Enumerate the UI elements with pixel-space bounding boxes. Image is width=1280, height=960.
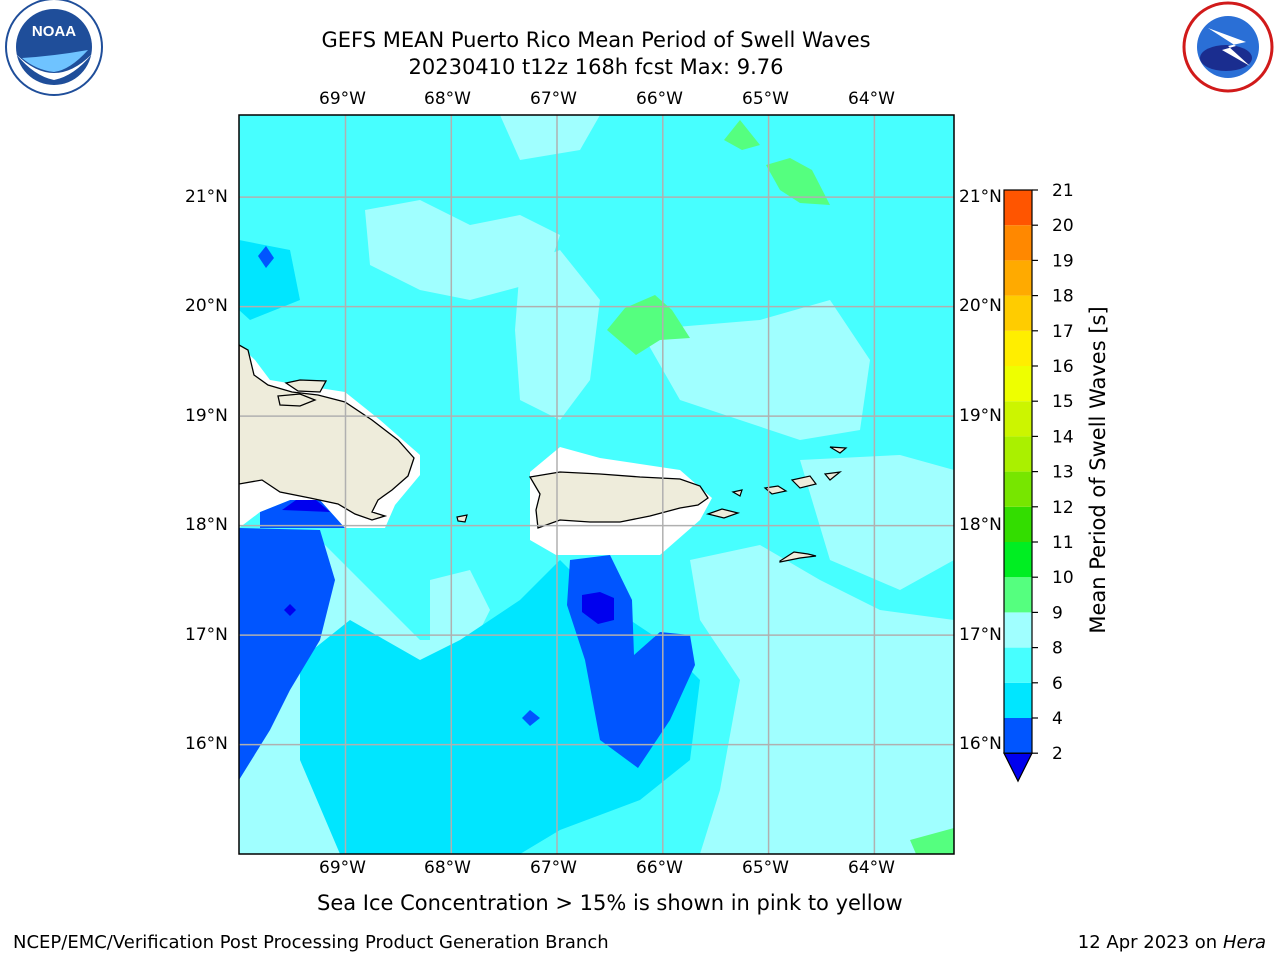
colorbar-tick-label: 4 (1052, 709, 1063, 729)
colorbar-tick-label: 18 (1052, 287, 1074, 307)
lat-label-left: 17°N (185, 625, 228, 645)
colorbar-tick-label: 16 (1052, 357, 1074, 377)
lon-label-bottom: 67°W (530, 858, 577, 878)
lat-label-left: 21°N (185, 187, 228, 207)
lon-label-top: 66°W (636, 89, 683, 109)
colorbar-swatch (1004, 260, 1032, 296)
colorbar-swatch (1004, 542, 1032, 578)
colorbar-tick-label: 2 (1052, 744, 1063, 764)
mona-island (456, 514, 468, 523)
lon-label-top: 64°W (848, 89, 895, 109)
map-title-line2: 20230410 t12z 168h fcst Max: 9.76 (408, 55, 784, 79)
lat-label-right: 18°N (959, 515, 1002, 535)
lon-label-bottom: 66°W (636, 858, 683, 878)
lon-label-bottom: 69°W (319, 858, 366, 878)
contour-2-4 (522, 710, 540, 726)
contour-8-9 (365, 200, 560, 300)
tortuga-island (284, 379, 328, 393)
colorbar-label: Mean Period of Swell Waves [s] (1086, 306, 1110, 634)
contour-4-6 (360, 800, 480, 854)
colorbar-tick-label: 17 (1052, 322, 1074, 342)
colorbar-swatch (1004, 506, 1032, 542)
lon-label-top: 67°W (530, 89, 577, 109)
colorbar-tick-label: 11 (1052, 533, 1074, 553)
colorbar-tick-label: 20 (1052, 216, 1074, 236)
contour-8-9 (500, 115, 600, 160)
contour-8-9 (800, 455, 954, 590)
colorbar-swatch (1004, 471, 1032, 507)
anegada-island (829, 446, 848, 454)
colorbar-tick-label: 8 (1052, 639, 1063, 659)
map-title-line1: GEFS MEAN Puerto Rico Mean Period of Swe… (321, 28, 871, 52)
map-frame (238, 114, 955, 855)
north-coast-shape (277, 393, 317, 407)
small-island (823, 471, 843, 481)
colorbar-tick-label: 14 (1052, 427, 1074, 447)
colorbar-tick-label: 15 (1052, 392, 1074, 412)
hispaniola-land (239, 344, 415, 521)
colorbar-tick-label: 6 (1052, 674, 1063, 694)
lon-label-bottom: 64°W (848, 858, 895, 878)
colorbar-swatch (1004, 366, 1032, 402)
virgin-islands (790, 475, 818, 489)
footer-machine: Hera (1222, 932, 1266, 953)
colorbar-swatch (1004, 330, 1032, 366)
swell-period-contours (239, 115, 954, 854)
colorbar-swatch (1004, 436, 1032, 472)
colorbar-under-arrow (1003, 752, 1033, 783)
culebra-island (731, 489, 743, 497)
lat-label-right: 20°N (959, 296, 1002, 316)
colorbar-tick-label: 21 (1052, 181, 1074, 201)
contour-4-6 (239, 240, 300, 320)
colorbar-swatch (1004, 612, 1032, 648)
contour-2-4 (239, 528, 335, 780)
st-thomas-island (763, 485, 788, 495)
contour-under-2 (582, 592, 614, 624)
lon-label-top: 65°W (742, 89, 789, 109)
colorbar-tick-label: 9 (1052, 603, 1063, 623)
contour-9-10 (766, 158, 830, 205)
lat-label-left: 16°N (185, 734, 228, 754)
lon-label-top: 69°W (319, 89, 366, 109)
contour-8-9 (640, 300, 870, 440)
lat-label-left: 18°N (185, 515, 228, 535)
colorbar-tick-label: 12 (1052, 498, 1074, 518)
contour-9-10 (724, 120, 760, 150)
vieques-island (705, 508, 741, 519)
footer-date-text: 12 Apr 2023 on (1077, 932, 1223, 953)
lon-label-bottom: 65°W (742, 858, 789, 878)
colorbar-tick-label: 10 (1052, 568, 1074, 588)
contour-under-2 (282, 500, 330, 512)
colorbar-tick-label: 13 (1052, 463, 1074, 483)
lat-label-right: 16°N (959, 734, 1002, 754)
colorbar-swatch (1004, 718, 1032, 754)
colorbar-swatch (1004, 401, 1032, 437)
contour-under-2 (284, 604, 296, 616)
colorbar-swatch (1004, 225, 1032, 261)
gridlines (239, 115, 954, 854)
lat-label-left: 19°N (185, 406, 228, 426)
lat-label-right: 21°N (959, 187, 1002, 207)
colorbar-swatch (1004, 647, 1032, 683)
colorbar-swatch (1004, 577, 1032, 613)
lon-label-top: 68°W (424, 89, 471, 109)
st-croix-island (779, 551, 817, 563)
contour-9-10 (910, 828, 954, 854)
footer-branch: NCEP/EMC/Verification Post Processing Pr… (13, 932, 609, 953)
colorbar-swatch (1004, 295, 1032, 331)
colorbar-swatch (1004, 682, 1032, 718)
colorbar: 2 4 6 8 9 10 11 12 13 14 15 16 17 18 19 20 21 (1003, 181, 1074, 783)
colorbar-tick-label: 19 (1052, 251, 1074, 271)
sea-ice-caption: Sea Ice Concentration > 15% is shown in … (317, 891, 903, 915)
contour-2-4 (258, 246, 274, 268)
footer-date: 12 Apr 2023 on Hera (1078, 932, 1266, 953)
contour-9-10 (607, 295, 690, 355)
colorbar-swatch (1004, 190, 1032, 226)
lat-label-right: 19°N (959, 406, 1002, 426)
lon-label-bottom: 68°W (424, 858, 471, 878)
lat-label-left: 20°N (185, 296, 228, 316)
lat-label-right: 17°N (959, 625, 1002, 645)
contour-8-9 (690, 545, 954, 854)
